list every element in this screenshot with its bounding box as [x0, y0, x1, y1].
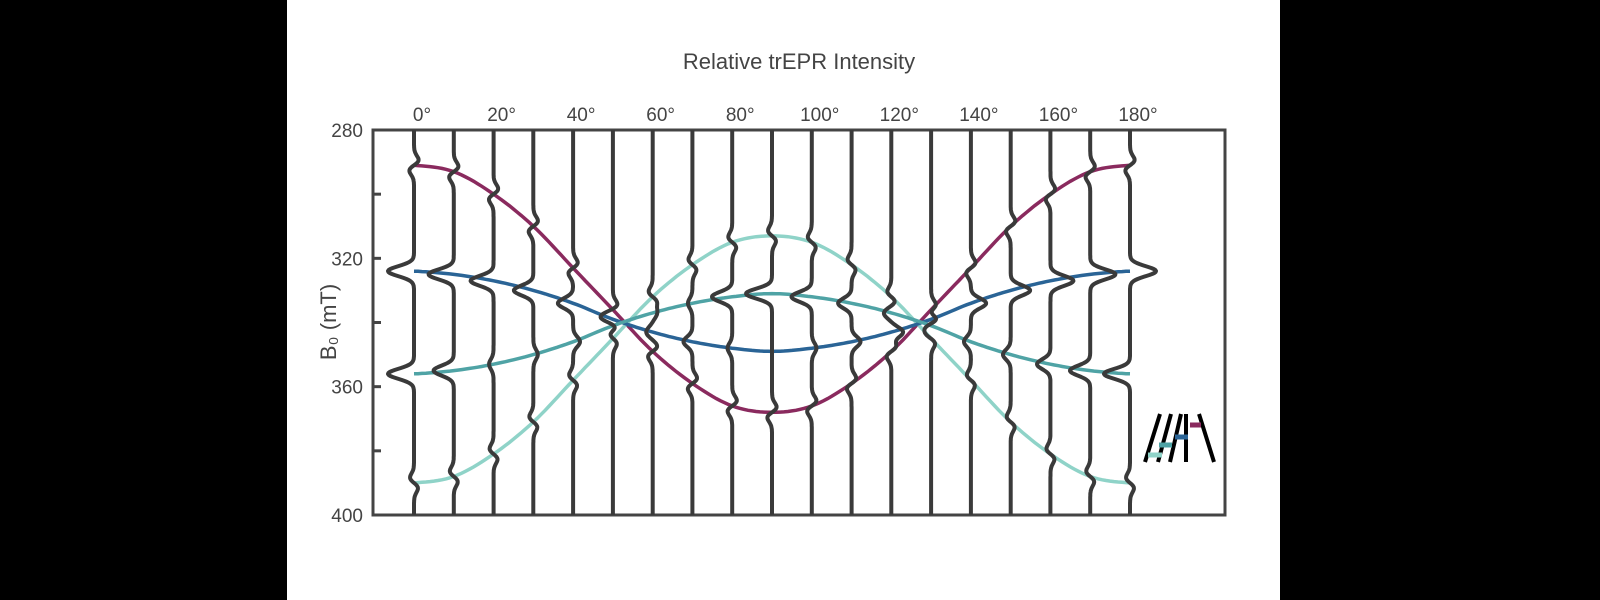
spectrum-trace	[1102, 129, 1158, 516]
spectrum-trace	[1035, 129, 1076, 516]
spectrum-trace	[426, 129, 461, 516]
x-tick-label: 160°	[1039, 105, 1078, 126]
y-tick-label: 280	[331, 121, 363, 142]
spectrum-trace	[836, 129, 863, 516]
spectrum-trace	[511, 129, 540, 516]
x-tick-label: 60°	[646, 105, 675, 126]
legend-line	[1143, 413, 1162, 463]
y-axis-label: B₀ (mT)	[316, 284, 341, 360]
x-tick-label: 20°	[487, 105, 516, 126]
spectrum-trace	[710, 129, 739, 516]
legend-line	[1197, 413, 1216, 463]
spectrum-trace	[789, 129, 819, 516]
x-tick-label: 140°	[959, 105, 998, 126]
spectrum-trace	[468, 129, 501, 516]
spectrum-trace	[681, 129, 699, 516]
x-tick-label: 120°	[880, 105, 919, 126]
spectrum-trace	[922, 129, 938, 516]
x-tick-label: 80°	[726, 105, 755, 126]
spectrum-trace	[744, 129, 779, 516]
y-tick-label: 400	[331, 506, 363, 527]
spectrum-trace	[962, 129, 989, 516]
x-tick-label: 100°	[800, 105, 839, 126]
spectrum-trace	[598, 129, 620, 516]
orientation-legend-icon	[1143, 413, 1216, 463]
spectrum-trace	[1001, 129, 1033, 516]
y-tick-label: 320	[331, 249, 363, 270]
y-tick-label: 360	[331, 378, 363, 399]
plot-frame	[371, 128, 1227, 517]
x-tick-label: 0°	[413, 105, 431, 126]
spectrum-trace	[644, 129, 660, 516]
x-tick-label: 180°	[1118, 105, 1157, 126]
spectrum-trace	[555, 129, 582, 516]
x-tick-label: 40°	[567, 105, 596, 126]
spectrum-trace	[881, 129, 906, 516]
spectrum-trace	[386, 129, 421, 516]
chart-title: Relative trEPR Intensity	[683, 49, 915, 74]
spectrum-trace	[1068, 129, 1118, 516]
resonance-curve-4	[413, 291, 1131, 376]
